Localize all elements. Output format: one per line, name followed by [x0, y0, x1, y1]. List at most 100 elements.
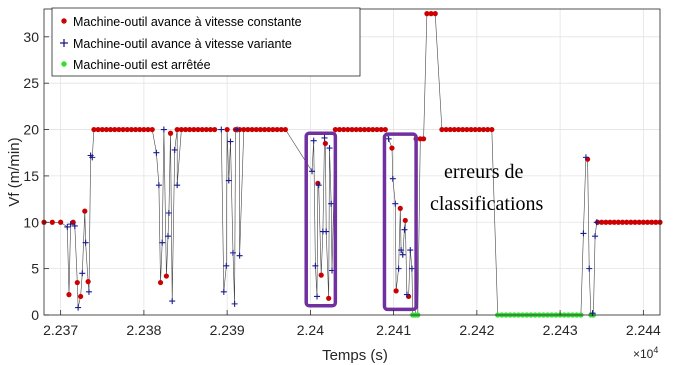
- point-variante: [312, 262, 319, 269]
- x-tick-label: 2.237: [43, 322, 78, 338]
- y-axis-ticks: 0 5 10 15 20 25 30: [23, 29, 49, 323]
- point-constante: [85, 279, 91, 285]
- point-constante: [345, 126, 351, 133]
- legend-item-constante: Machine-outil avance à vitesse constante: [61, 15, 302, 29]
- point-constante: [361, 126, 368, 133]
- point-constante: [253, 126, 259, 133]
- point-constante: [95, 126, 101, 133]
- point-variante: [385, 135, 392, 142]
- point-constante: [472, 126, 478, 133]
- point-constante: [615, 219, 621, 225]
- point-constante: [378, 126, 384, 133]
- point-variante: [403, 291, 410, 298]
- point-constante: [91, 126, 97, 133]
- point-constante: [212, 126, 218, 133]
- point-constante: [49, 219, 55, 225]
- point-constante: [167, 130, 174, 136]
- point-variante: [407, 247, 414, 254]
- legend-marker-variante: [60, 39, 68, 47]
- point-constante: [157, 279, 164, 286]
- y-tick-label: 0: [31, 307, 39, 323]
- series-0: [41, 11, 663, 301]
- point-constante: [455, 126, 462, 133]
- point-constante: [370, 126, 376, 133]
- point-variante: [586, 265, 593, 272]
- point-constante: [603, 219, 609, 225]
- legend-item-arretee: Machine-outil est arrêtée: [61, 58, 211, 72]
- point-variante: [160, 126, 167, 133]
- y-tick-label: 25: [23, 75, 39, 91]
- point-variante: [582, 154, 589, 161]
- point-variante: [309, 168, 316, 175]
- point-constante: [187, 126, 193, 133]
- point-constante: [628, 219, 634, 225]
- point-constante: [78, 293, 84, 300]
- point-constante: [464, 126, 470, 133]
- point-constante: [82, 208, 88, 214]
- point-constante: [485, 126, 491, 133]
- point-constante: [611, 219, 617, 225]
- point-variante: [82, 239, 89, 246]
- point-constante: [99, 126, 105, 133]
- point-variante: [225, 177, 232, 184]
- point-constante: [443, 126, 449, 133]
- x-tick-label: 2.24: [297, 322, 324, 338]
- point-constante: [480, 126, 487, 133]
- point-constante: [353, 126, 359, 133]
- point-constante: [182, 126, 189, 133]
- point-constante: [66, 292, 72, 298]
- y-tick-label: 20: [23, 122, 39, 138]
- x-tick-label: 2.242: [459, 322, 494, 338]
- point-constante: [207, 126, 214, 133]
- point-variante: [169, 298, 176, 305]
- point-constante: [382, 126, 388, 133]
- x-tick-label: 2.243: [543, 322, 578, 338]
- point-constante: [332, 126, 338, 133]
- point-constante: [326, 295, 332, 301]
- point-variante: [399, 251, 406, 258]
- legend: Machine-outil avance à vitesse constante…: [51, 7, 361, 77]
- point-constante: [124, 126, 130, 133]
- point-constante: [366, 126, 372, 133]
- point-variante: [67, 221, 74, 228]
- legend-label-constante: Machine-outil avance à vitesse constante: [73, 15, 302, 29]
- point-constante: [451, 126, 457, 133]
- point-constante: [282, 126, 289, 133]
- x-tick-label: 2.241: [376, 322, 411, 338]
- point-variante: [580, 230, 587, 237]
- legend-marker-constante: [61, 18, 67, 24]
- point-constante: [278, 126, 284, 133]
- point-constante: [74, 279, 80, 286]
- legend-label-arretee: Machine-outil est arrêtée: [73, 58, 211, 72]
- point-constante: [318, 272, 324, 278]
- point-constante: [640, 219, 646, 225]
- point-variante: [64, 223, 71, 230]
- highlight-box: [382, 132, 418, 312]
- point-constante: [112, 126, 118, 133]
- point-constante: [599, 219, 605, 225]
- point-constante: [636, 219, 642, 225]
- point-variante: [165, 210, 172, 216]
- point-constante: [195, 126, 201, 133]
- point-constante: [149, 126, 155, 133]
- point-constante: [322, 140, 328, 147]
- point-variante: [159, 239, 166, 246]
- point-variante: [398, 247, 405, 254]
- point-variante: [231, 300, 238, 307]
- point-constante: [132, 126, 139, 133]
- point-variante: [321, 134, 328, 141]
- point-variante: [79, 270, 86, 277]
- point-constante: [432, 11, 438, 17]
- point-constante: [649, 219, 655, 225]
- legend-box: [51, 7, 361, 77]
- highlight-box: [304, 131, 338, 308]
- point-variante: [220, 288, 227, 295]
- point-constante: [619, 219, 626, 225]
- y-tick-label: 30: [23, 29, 39, 45]
- point-variante: [328, 200, 335, 207]
- y-tick-label: 10: [23, 214, 39, 230]
- point-variante: [155, 182, 162, 189]
- annotation-line-1: erreurs de: [444, 161, 524, 183]
- y-tick-label: 15: [23, 168, 39, 184]
